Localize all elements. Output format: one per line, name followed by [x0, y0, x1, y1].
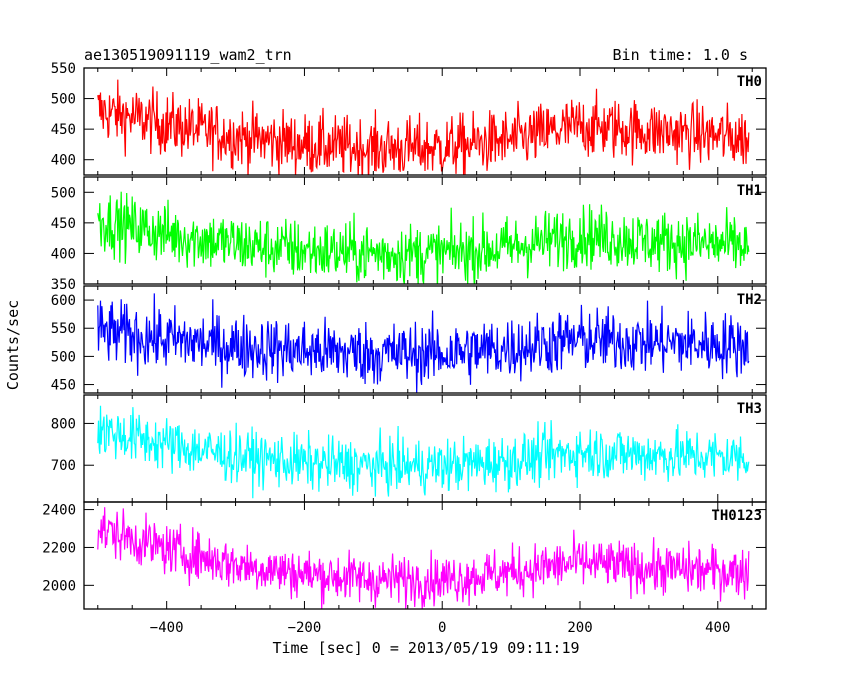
y-tick-label: 450 — [51, 122, 76, 138]
panel-frame — [83, 176, 767, 285]
x-tick-label: 400 — [705, 620, 730, 636]
panel-label-th3: TH3 — [737, 401, 762, 417]
y-tick-label: 700 — [51, 458, 76, 474]
panel-th1: 350 400 450 500 TH1 — [51, 176, 767, 293]
chart-title: ae130519091119_wam2_trn — [84, 46, 292, 64]
x-tick-label: 0 — [438, 620, 446, 636]
x-tick-label: −200 — [288, 620, 322, 636]
y-tick-label: 450 — [51, 378, 76, 394]
y-tick-label: 500 — [51, 185, 76, 201]
panel-label-th2: TH2 — [737, 292, 762, 308]
panel-th2: 450 500 550 600 TH2 — [51, 285, 767, 394]
x-tick-label: −400 — [150, 620, 184, 636]
y-tick-label: 2200 — [42, 540, 76, 556]
y-tick-label: 800 — [51, 416, 76, 432]
panel-frame — [83, 285, 767, 394]
y-tick-label: 600 — [51, 293, 76, 309]
y-tick-label: 400 — [51, 153, 76, 169]
x-axis-ticks: −400 −200 0 200 400 — [150, 620, 731, 636]
y-tick-label: 2000 — [42, 578, 76, 594]
panel-th3: 700 800 TH3 — [51, 394, 767, 503]
x-axis-label: Time [sec] 0 = 2013/05/19 09:11:19 — [272, 639, 579, 657]
series-th0-line — [97, 79, 750, 175]
panel-th0: 400 450 500 550 TH0 — [51, 61, 767, 176]
panel-label-th1: TH1 — [737, 183, 762, 199]
y-tick-label: 500 — [51, 92, 76, 108]
series-th3-line — [97, 405, 750, 499]
y-tick-label: 350 — [51, 277, 76, 293]
y-tick-label: 550 — [51, 321, 76, 337]
series-th0123-line — [97, 507, 750, 609]
series-th2-line — [97, 293, 750, 393]
panel-th0123: 2000 2200 2400 TH0123 — [42, 501, 767, 610]
series-th1-line — [97, 191, 750, 284]
x-tick-label: 200 — [567, 620, 592, 636]
panel-label-th0123: TH0123 — [711, 508, 762, 524]
bin-time-label: Bin time: 1.0 s — [613, 46, 748, 64]
y-tick-label: 500 — [51, 349, 76, 365]
panels-group: 400 450 500 550 TH0 350 400 450 500 TH1 450 500 550 6… — [42, 61, 767, 610]
panel-frame — [83, 67, 767, 176]
panel-label-th0: TH0 — [737, 74, 762, 90]
y-tick-label: 450 — [51, 216, 76, 232]
y-tick-label: 550 — [51, 61, 76, 77]
panel-frame — [83, 501, 767, 610]
y-axis-label: Counts/sec — [4, 300, 22, 390]
y-tick-label: 2400 — [42, 503, 76, 519]
y-tick-label: 400 — [51, 246, 76, 262]
